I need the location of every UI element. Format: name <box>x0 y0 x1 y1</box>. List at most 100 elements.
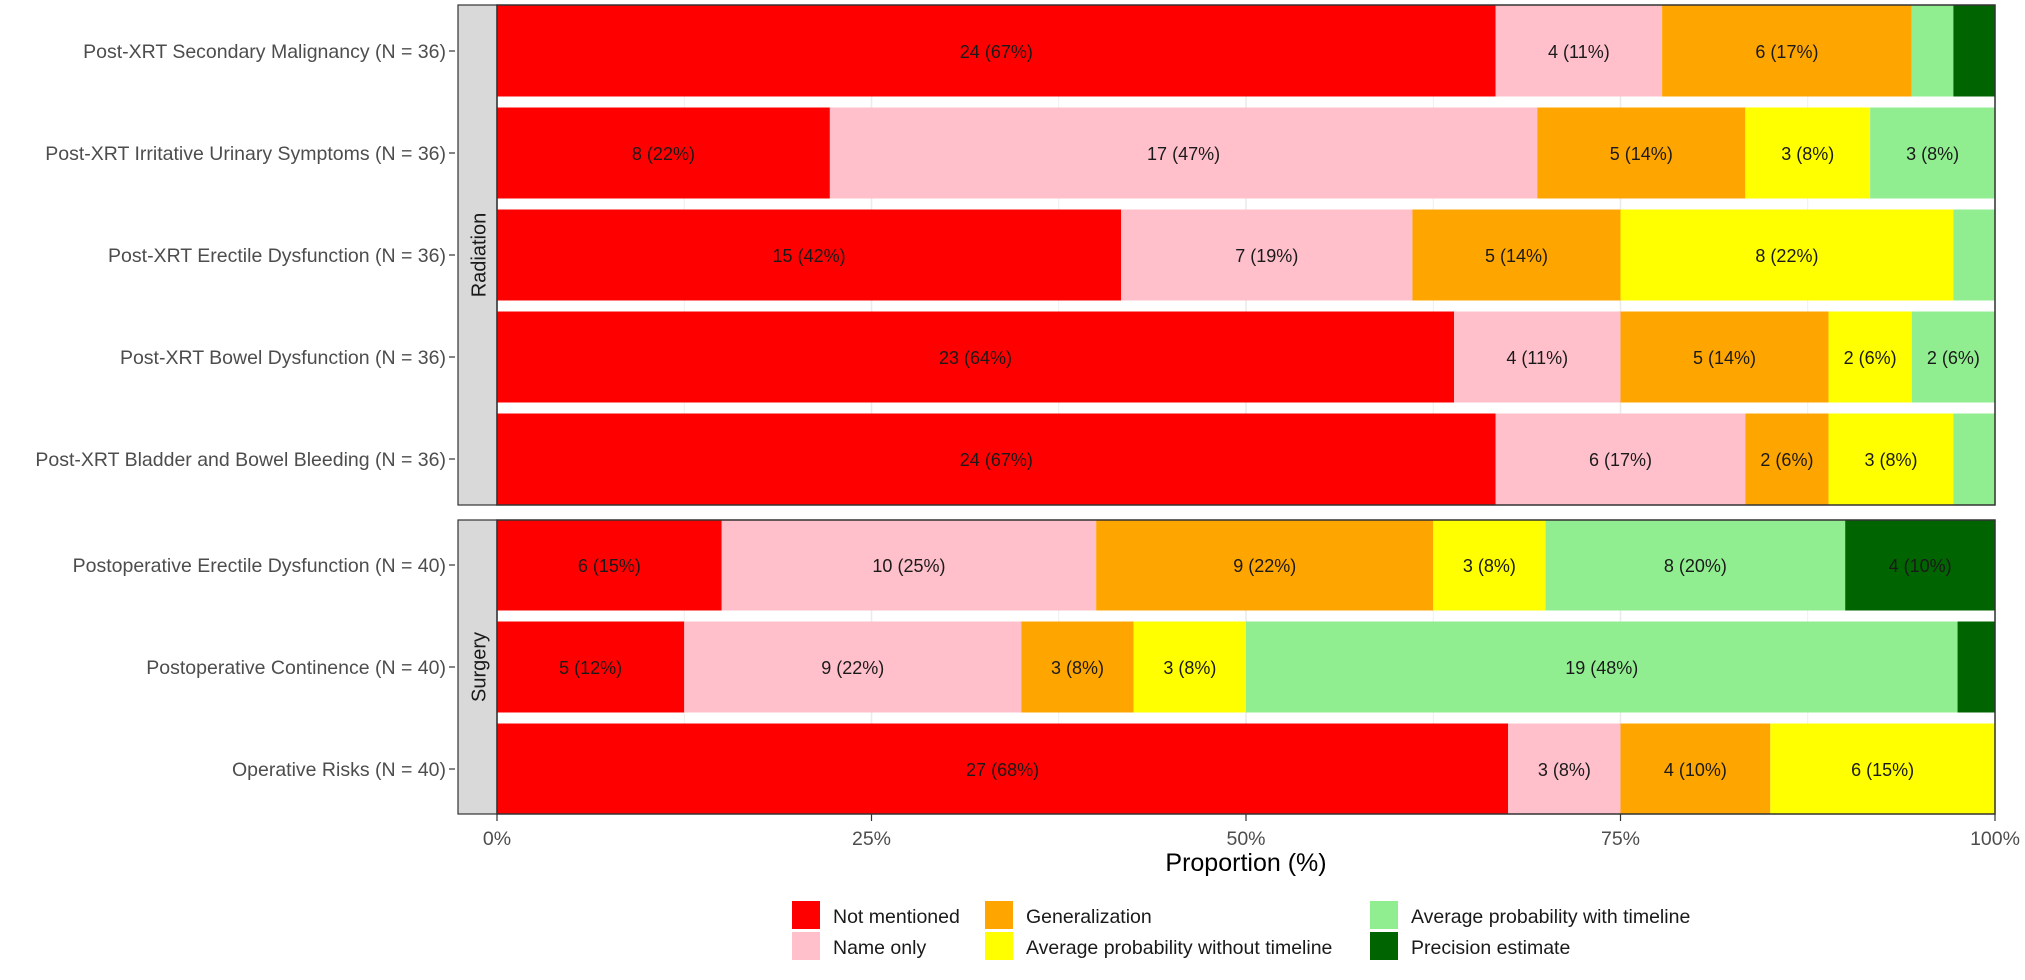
data-label: 3 (8%) <box>1051 658 1104 678</box>
data-label: 5 (14%) <box>1693 348 1756 368</box>
x-axis: 0% 25% 50% 75% 100% <box>483 814 2020 850</box>
x-axis-title: Proportion (%) <box>1165 849 1326 877</box>
data-label: 6 (17%) <box>1755 42 1818 62</box>
legend-label: Not mentioned <box>833 906 960 928</box>
bar-segment-name-only <box>829 107 1538 199</box>
bar-segment-not-mentioned <box>497 209 1122 301</box>
panel-radiation: Radiation Post-XRT Secondary Malignancy (… <box>35 4 1996 506</box>
data-label: 2 (6%) <box>1760 450 1813 470</box>
category-label: Post-XRT Erectile Dysfunction (N = 36) <box>108 245 446 267</box>
legend-swatch <box>792 901 820 929</box>
bar-segment-generalization <box>1620 311 1829 403</box>
bar-segment-avg-no-timeline <box>1133 621 1246 713</box>
data-label: 5 (14%) <box>1610 144 1673 164</box>
bar-row: Post-XRT Bowel Dysfunction (N = 36) 23 (6… <box>120 311 1995 403</box>
legend: Not mentioned Name only Generalization Aver… <box>792 901 1690 960</box>
bar-segment-avg-timeline <box>1953 413 1995 505</box>
legend-item: Generalization <box>985 901 1152 929</box>
data-label: 7 (19%) <box>1235 246 1298 266</box>
bar-segment-avg-no-timeline <box>1828 311 1912 403</box>
bar-segment-generalization <box>1412 209 1621 301</box>
data-label: 17 (47%) <box>1147 144 1220 164</box>
bar-segment-avg-timeline <box>1953 209 1995 301</box>
data-label: 3 (8%) <box>1781 144 1834 164</box>
legend-label: Average probability with timeline <box>1411 906 1690 928</box>
panel-border <box>496 4 1996 506</box>
data-label: 4 (11%) <box>1548 42 1610 62</box>
x-tick-label: 25% <box>852 828 891 850</box>
legend-swatch <box>985 901 1013 929</box>
legend-label: Precision estimate <box>1411 937 1570 959</box>
x-tick-label: 100% <box>1970 828 2020 850</box>
bar-segment-precision <box>1845 519 1995 611</box>
legend-item: Not mentioned <box>792 901 960 929</box>
data-label: 3 (8%) <box>1538 760 1591 780</box>
bar-row: Postoperative Continence (N = 40) 5 (12%)… <box>146 621 1995 713</box>
data-label: 8 (22%) <box>632 144 695 164</box>
bar-segment-name-only <box>1495 5 1663 97</box>
bar-segment-not-mentioned <box>497 519 722 611</box>
bar-segment-not-mentioned <box>497 5 1496 97</box>
category-label: Post-XRT Bladder and Bowel Bleeding (N =… <box>35 449 446 471</box>
data-label: 5 (12%) <box>559 658 622 678</box>
x-tick-label: 0% <box>483 828 511 850</box>
bar-segment-not-mentioned <box>497 413 1496 505</box>
data-label: 23 (64%) <box>939 348 1012 368</box>
data-label: 6 (15%) <box>578 556 641 576</box>
bar-segment-generalization <box>1620 723 1771 815</box>
category-label: Post-XRT Irritative Urinary Symptoms (N … <box>45 143 446 165</box>
bar-segment-avg-no-timeline <box>1828 413 1954 505</box>
bar-segment-not-mentioned <box>497 311 1455 403</box>
legend-item: Precision estimate <box>1370 932 1570 960</box>
bar-segment-not-mentioned <box>497 621 685 713</box>
bar-segment-avg-timeline <box>1911 5 1954 97</box>
data-label: 2 (6%) <box>1844 348 1897 368</box>
data-label: 8 (22%) <box>1755 246 1818 266</box>
data-label: 6 (15%) <box>1851 760 1914 780</box>
legend-swatch <box>1370 932 1398 960</box>
bar-segment-avg-timeline <box>1870 107 1995 199</box>
bar-row: Post-XRT Erectile Dysfunction (N = 36) 15… <box>108 209 1995 301</box>
bar-segment-precision <box>1957 621 1995 713</box>
category-label: Post-XRT Bowel Dysfunction (N = 36) <box>120 347 446 369</box>
data-label: 3 (8%) <box>1463 556 1516 576</box>
bar-segment-generalization <box>1096 519 1434 611</box>
bar-segment-generalization <box>1745 413 1829 505</box>
bar-row: Post-XRT Bladder and Bowel Bleeding (N =… <box>35 413 1995 505</box>
x-tick-label: 75% <box>1601 828 1640 850</box>
bar-segment-avg-timeline <box>1911 311 1995 403</box>
category-label: Operative Risks (N = 40) <box>232 759 446 781</box>
data-label: 27 (68%) <box>966 760 1039 780</box>
bar-segment-generalization <box>1021 621 1134 713</box>
data-label: 3 (8%) <box>1163 658 1216 678</box>
legend-item: Name only <box>792 932 926 960</box>
x-tick-label: 50% <box>1226 828 1265 850</box>
data-label: 19 (48%) <box>1565 658 1638 678</box>
bar-segment-name-only <box>721 519 1097 611</box>
bar-segment-name-only <box>1454 311 1621 403</box>
bar-segment-precision <box>1953 5 1995 97</box>
bar-segment-generalization <box>1537 107 1746 199</box>
legend-swatch <box>792 932 820 960</box>
bar-segment-avg-no-timeline <box>1433 519 1546 611</box>
bar-segment-name-only <box>1508 723 1621 815</box>
data-label: 9 (22%) <box>1233 556 1296 576</box>
bar-segment-name-only <box>684 621 1022 713</box>
panel-surgery: Surgery Postoperative Erectile Dysfunctio… <box>73 519 1996 815</box>
bar-row: Postoperative Erectile Dysfunction (N = … <box>73 519 1995 611</box>
panel-strip <box>457 4 498 506</box>
bar-segment-not-mentioned <box>497 107 830 199</box>
data-label: 5 (14%) <box>1485 246 1548 266</box>
strip-label: Surgery <box>469 632 491 702</box>
data-label: 10 (25%) <box>872 556 945 576</box>
data-label: 8 (20%) <box>1664 556 1727 576</box>
data-label: 24 (67%) <box>960 450 1033 470</box>
legend-item: Average probability without timeline <box>985 932 1332 960</box>
data-label: 24 (67%) <box>960 42 1033 62</box>
data-label: 6 (17%) <box>1589 450 1652 470</box>
bar-segment-avg-timeline <box>1246 621 1958 713</box>
bar-segment-avg-timeline <box>1545 519 1846 611</box>
category-label: Postoperative Erectile Dysfunction (N = … <box>73 555 446 577</box>
bar-row: Post-XRT Irritative Urinary Symptoms (N … <box>45 107 1995 199</box>
